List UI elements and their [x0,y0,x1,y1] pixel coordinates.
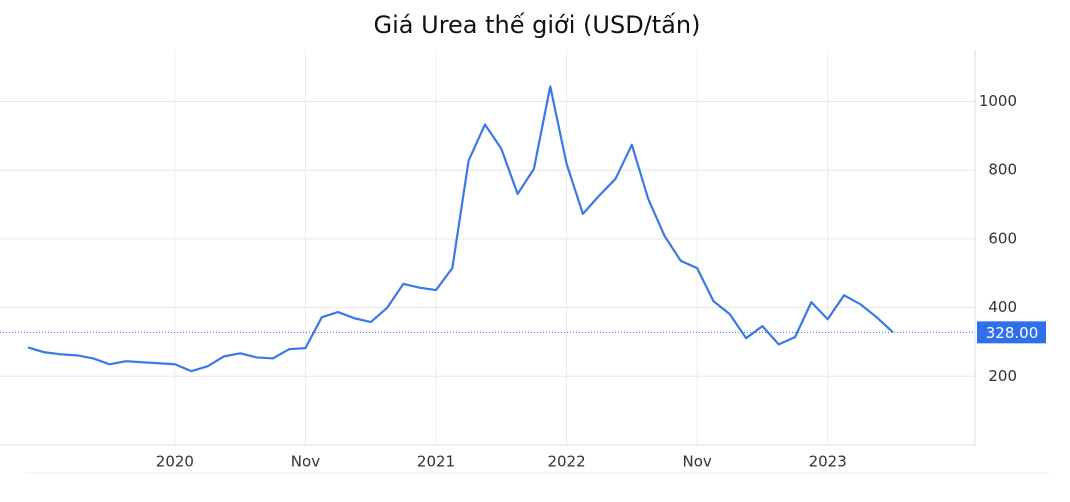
chart-title: Giá Urea thế giới (USD/tấn) [374,11,701,39]
x-tick-label: 2020 [156,453,194,471]
price-label: 328.00 [986,324,1039,342]
x-tick-label: 2022 [547,453,585,471]
y-tick-label: 600 [988,229,1017,247]
line [27,85,894,373]
y-tick-label: 800 [988,161,1017,179]
y-tick-label: 400 [988,298,1017,316]
y-tick-label: 200 [988,367,1017,385]
price-box [977,321,1046,344]
x-tick-label: 2023 [809,453,847,471]
x-tick-label: Nov [682,453,711,471]
x-tick-label: 2021 [417,453,455,471]
y-tick-label: 1000 [979,92,1017,110]
x-tick-label: Nov [291,453,320,471]
